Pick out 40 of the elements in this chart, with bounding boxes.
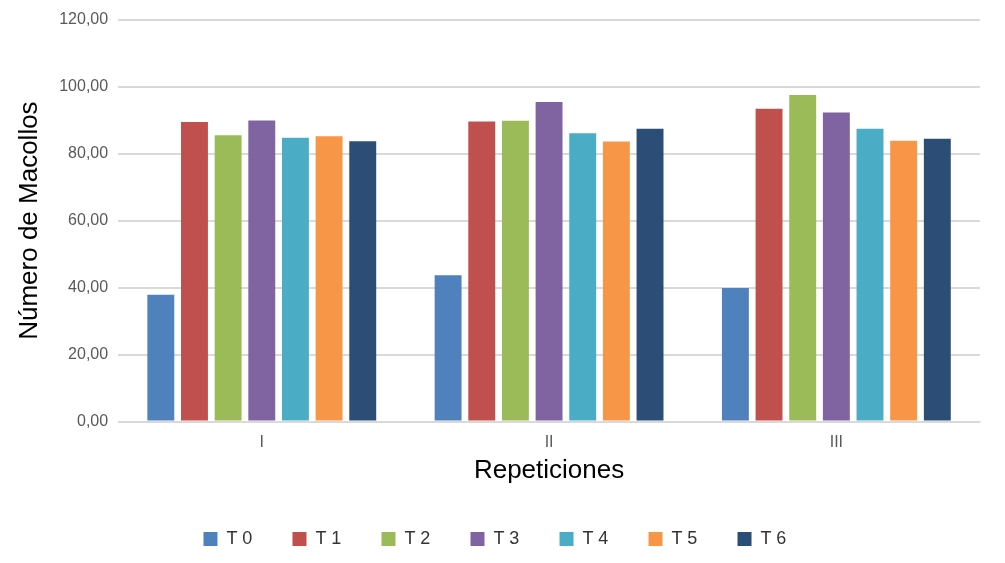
bar <box>147 294 175 421</box>
y-tick-label: 80,00 <box>68 144 109 162</box>
bar <box>856 128 884 421</box>
bar <box>789 94 817 421</box>
y-tick-label: 40,00 <box>68 278 109 296</box>
y-axis-title: Número de Macollos <box>12 101 43 340</box>
legend-label: T 5 <box>671 527 698 548</box>
bar <box>721 287 749 421</box>
y-tick-label: 60,00 <box>68 211 109 229</box>
y-tick-label: 100,00 <box>59 77 109 95</box>
bar <box>602 141 630 421</box>
bar <box>468 121 496 421</box>
bar <box>248 120 276 421</box>
bar <box>535 102 563 421</box>
x-tick-label: I <box>259 432 265 450</box>
bar <box>636 128 664 421</box>
x-tick-label: II <box>544 432 554 450</box>
bar <box>181 122 208 421</box>
bar <box>923 138 951 421</box>
bar <box>569 133 597 421</box>
bar <box>501 120 529 421</box>
bar <box>349 141 377 421</box>
bar <box>214 135 242 421</box>
y-tick-label: 20,00 <box>68 345 109 363</box>
legend-label: T 0 <box>226 527 253 548</box>
legend-label: T 6 <box>760 527 787 548</box>
legend-label: T 2 <box>404 527 431 548</box>
x-axis-title: Repeticiones <box>473 453 625 484</box>
bar <box>315 136 343 421</box>
legend-label: T 3 <box>493 527 520 548</box>
bar <box>890 140 918 421</box>
bar <box>281 137 309 421</box>
bar <box>434 275 462 421</box>
x-tick-label: III <box>829 432 844 450</box>
y-tick-label: 120,00 <box>59 10 109 28</box>
y-tick-label: 0,00 <box>77 412 109 430</box>
legend-label: T 1 <box>315 527 342 548</box>
bar <box>755 108 783 421</box>
legend-label: T 4 <box>582 527 609 548</box>
bar <box>822 112 850 421</box>
